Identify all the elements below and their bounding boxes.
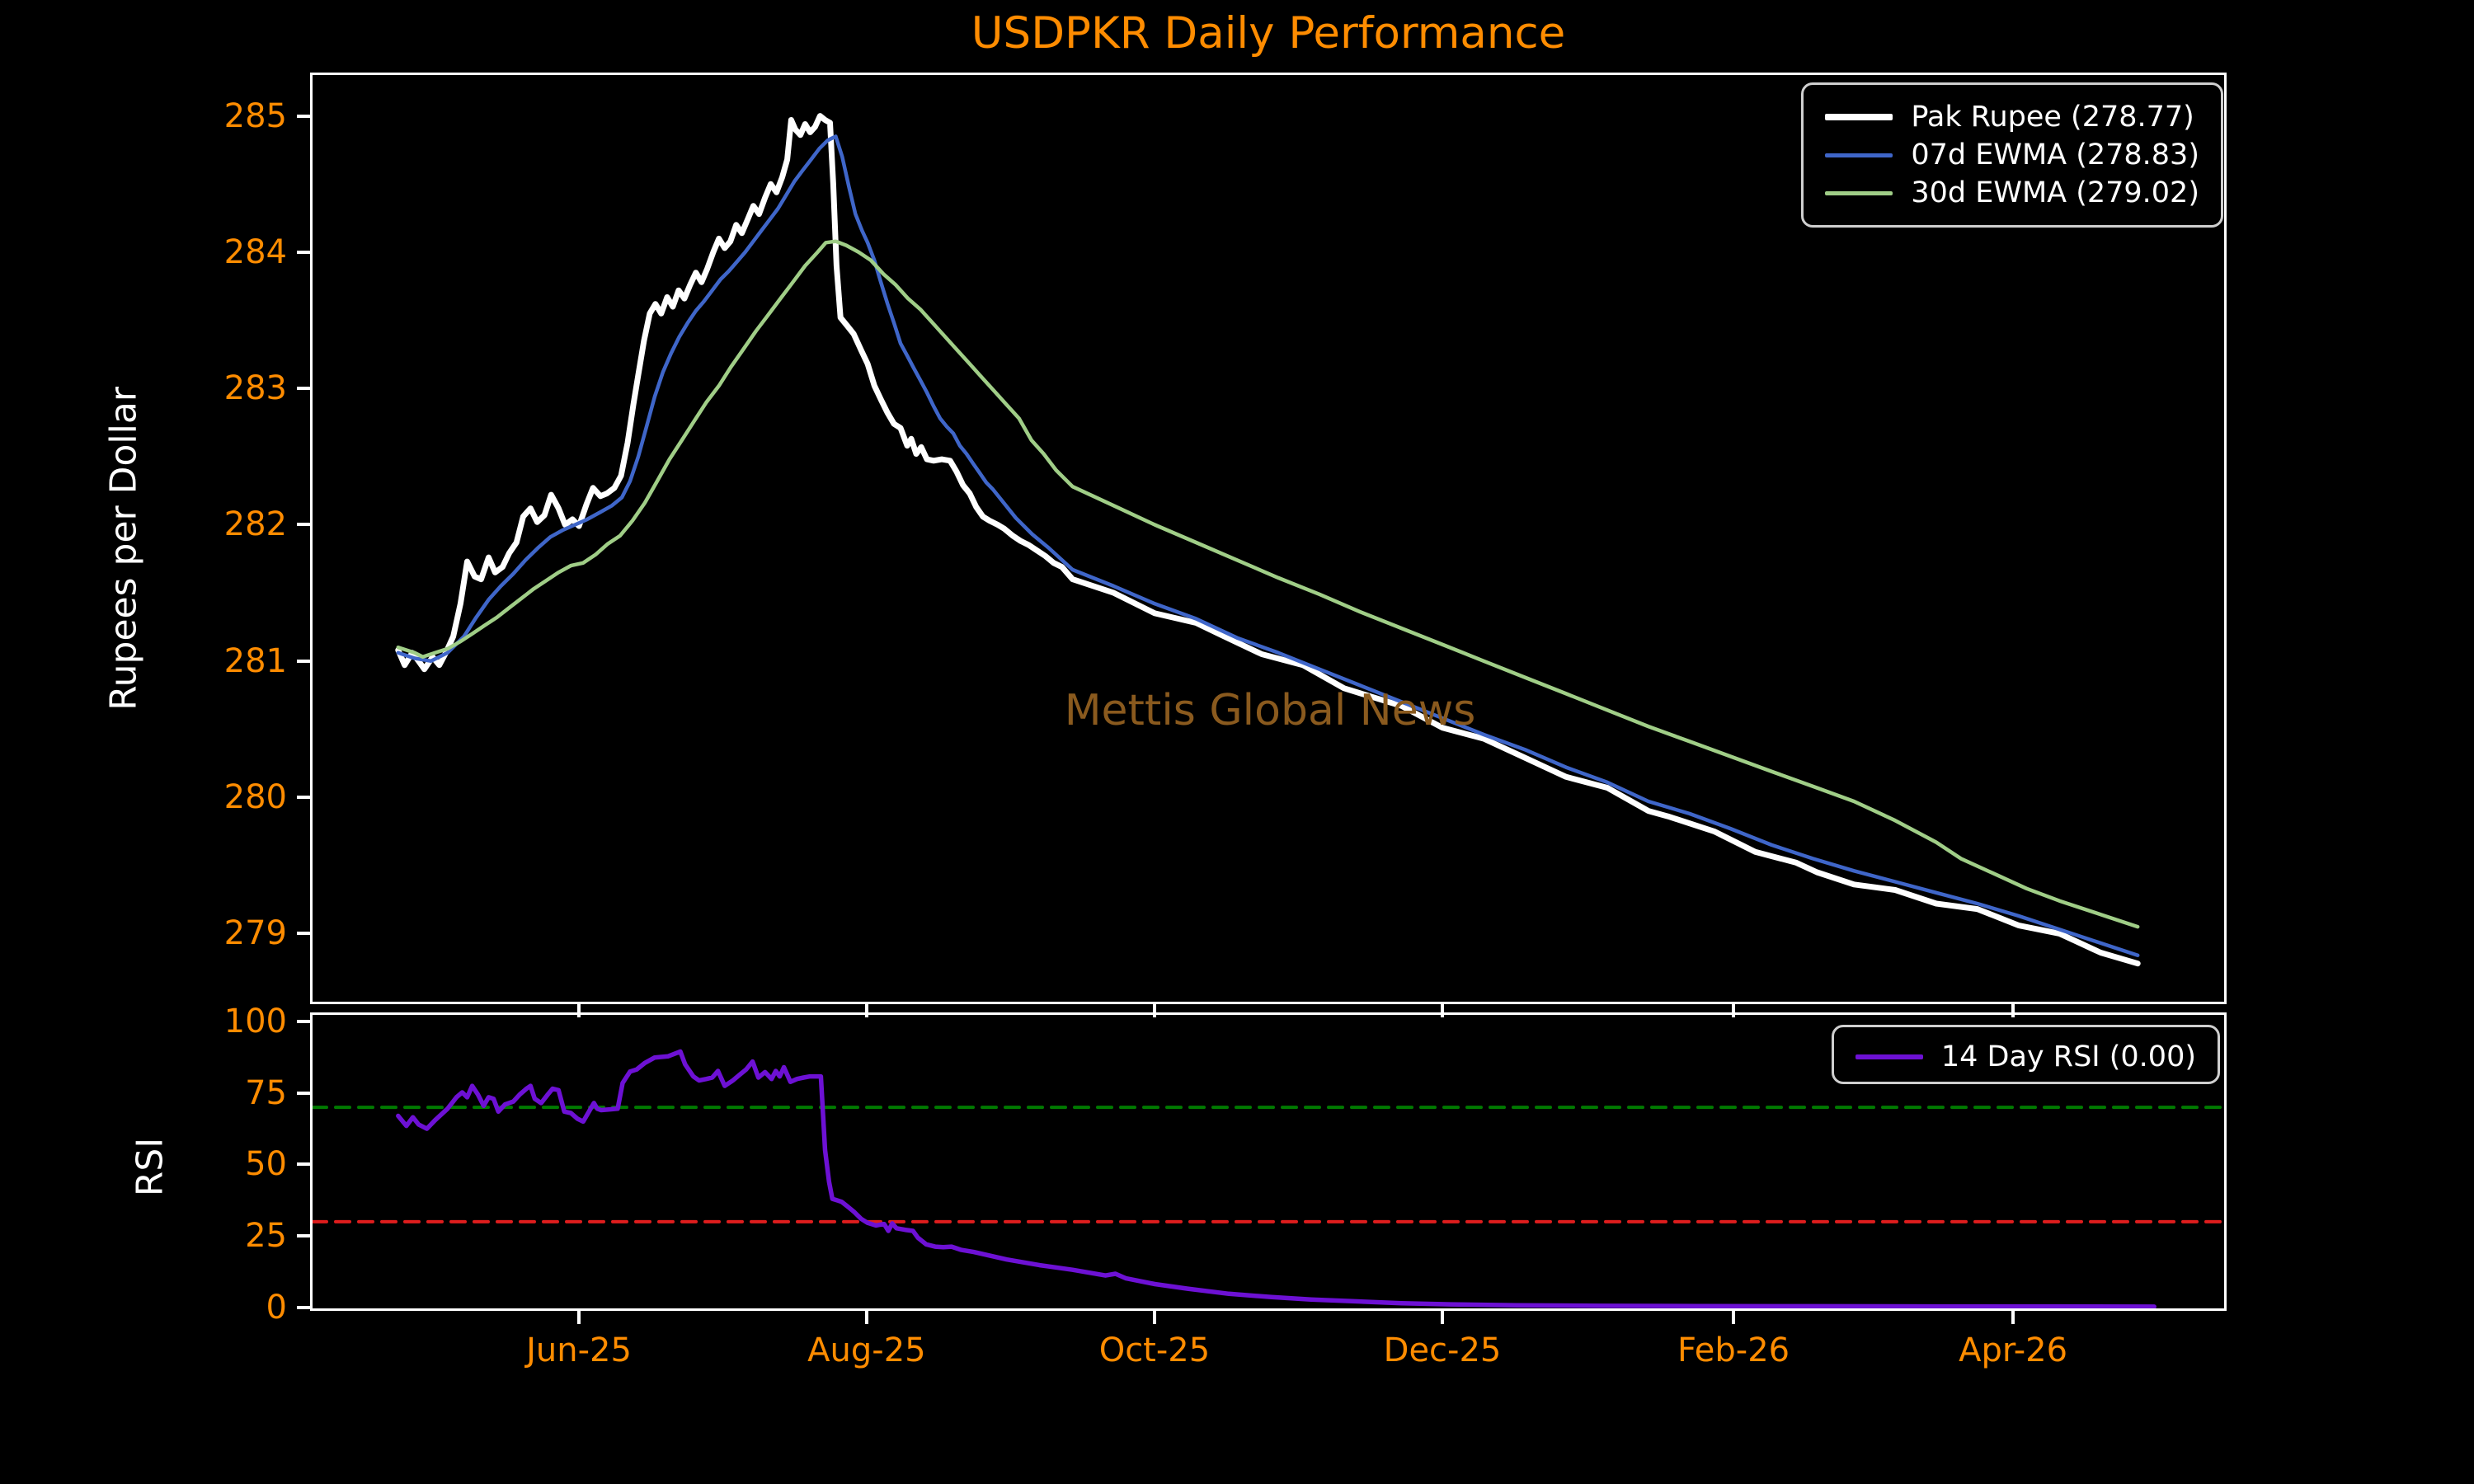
- x-tick-mark: [2011, 1311, 2015, 1324]
- y-tick-mark: [297, 250, 310, 254]
- legend-row-rsi: 14 Day RSI (0.00): [1855, 1040, 2196, 1073]
- price-panel: [310, 73, 2227, 1004]
- plot-line: [396, 134, 2140, 958]
- x-tick-label: Aug-25: [807, 1331, 926, 1369]
- plot-line: [396, 1049, 2157, 1308]
- y-tick-mark: [297, 1162, 310, 1167]
- y-tick-mark: [297, 796, 310, 800]
- x-tick-label: Feb-26: [1677, 1331, 1790, 1369]
- y-tick-mark: [297, 659, 310, 663]
- y-tick-mark: [297, 523, 310, 527]
- y-tick-mark: [297, 1234, 310, 1238]
- legend-row-ewma30: 30d EWMA (279.02): [1825, 176, 2199, 209]
- x-tick-label: Jun-25: [526, 1331, 632, 1369]
- x-tick-mark: [1441, 1004, 1445, 1017]
- chart-title: USDPKR Daily Performance: [971, 8, 1566, 59]
- y-tick-label: 0: [266, 1288, 287, 1327]
- y-tick-mark: [297, 387, 310, 391]
- x-tick-mark: [1732, 1004, 1736, 1017]
- plot-line: [396, 239, 2140, 929]
- rsi-line-swatch: [1855, 1054, 1923, 1059]
- x-tick-label: Dec-25: [1383, 1331, 1502, 1369]
- pak-rupee-line-swatch: [1825, 114, 1893, 120]
- y-tick-label: 100: [223, 1002, 287, 1040]
- y-tick-label: 25: [245, 1217, 287, 1256]
- legend-row-pak-rupee: Pak Rupee (278.77): [1825, 101, 2199, 134]
- y-tick-mark: [297, 114, 310, 118]
- y-tick-label: 279: [223, 914, 287, 953]
- legend-row-ewma07: 07d EWMA (278.83): [1825, 139, 2199, 171]
- legend-label-ewma07: 07d EWMA (278.83): [1911, 139, 2199, 171]
- y-tick-label: 284: [223, 232, 287, 271]
- x-tick-mark: [577, 1004, 581, 1017]
- ewma30-line-swatch: [1825, 190, 1893, 195]
- legend-label-pak-rupee: Pak Rupee (278.77): [1911, 101, 2194, 134]
- x-tick-mark: [1152, 1004, 1156, 1017]
- x-tick-mark: [1441, 1311, 1445, 1324]
- x-tick-mark: [577, 1311, 581, 1324]
- x-tick-label: Apr-26: [1959, 1331, 2068, 1369]
- y-tick-mark: [297, 932, 310, 936]
- rsi-panel: [310, 1012, 2227, 1311]
- y-tick-label: 281: [223, 641, 287, 680]
- y-tick-mark: [297, 1019, 310, 1023]
- x-tick-label: Oct-25: [1098, 1331, 1211, 1369]
- legend-label-ewma30: 30d EWMA (279.02): [1911, 176, 2199, 209]
- watermark: Mettis Global News: [1064, 686, 1476, 735]
- legend-label-rsi: 14 Day RSI (0.00): [1940, 1040, 2196, 1073]
- price-legend: Pak Rupee (278.77) 07d EWMA (278.83) 30d…: [1801, 82, 2223, 228]
- y-tick-label: 75: [245, 1073, 287, 1112]
- x-tick-mark: [1732, 1311, 1736, 1324]
- x-tick-mark: [864, 1311, 868, 1324]
- x-tick-mark: [864, 1004, 868, 1017]
- ewma07-line-swatch: [1825, 153, 1893, 157]
- y-tick-mark: [297, 1091, 310, 1095]
- plot-line: [395, 113, 2141, 967]
- rsi-legend: 14 Day RSI (0.00): [1831, 1025, 2220, 1084]
- y-tick-mark: [297, 1305, 310, 1309]
- y-tick-label: 283: [223, 369, 287, 408]
- y-tick-label: 280: [223, 778, 287, 817]
- y-tick-label: 282: [223, 505, 287, 544]
- x-tick-mark: [2011, 1004, 2015, 1017]
- y-tick-label: 50: [245, 1145, 287, 1184]
- y-tick-label: 285: [223, 96, 287, 135]
- rsi-plot-area: [313, 1049, 2224, 1308]
- price-plot-area: [395, 113, 2141, 967]
- x-tick-mark: [1152, 1311, 1156, 1324]
